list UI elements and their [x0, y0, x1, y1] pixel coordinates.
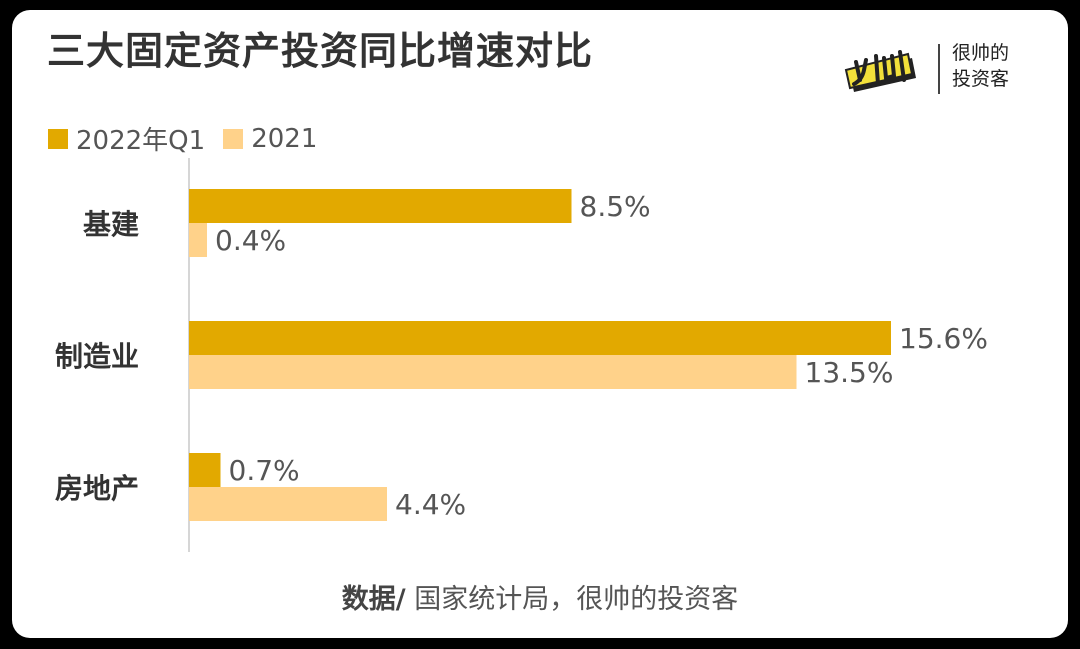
- bar-2021: [189, 223, 207, 257]
- bar-2021: [189, 355, 797, 389]
- category-label: 基建: [83, 208, 139, 241]
- brand-logo: 很帅的 投资客: [842, 40, 1042, 98]
- data-label: 0.7%: [229, 454, 300, 487]
- bar-2022q1: [189, 453, 221, 487]
- bar-chart: 基建 8.5% 0.4% 制造业 15.6%13.5% 房地产 0.7% 4.4%: [55, 158, 988, 552]
- shuai-logo-icon: [844, 50, 916, 92]
- logo-line1: 很帅的: [952, 42, 1010, 64]
- legend-item-2021: 2021: [223, 124, 317, 154]
- data-label: 0.4%: [215, 224, 286, 257]
- legend-swatch-2021: [223, 128, 244, 149]
- logo-text: 很帅的 投资客: [952, 40, 1009, 92]
- chart-card: 三大固定资产投资同比增速对比 很帅的 投资客 2022年Q1 2021 基建 8.…: [12, 10, 1068, 638]
- bar-2021: [189, 487, 387, 521]
- bar-2022q1: [189, 321, 891, 355]
- data-source: 数据/ 国家统计局，很帅的投资客: [12, 577, 1068, 616]
- logo-line2: 投资客: [952, 68, 1010, 90]
- legend-label-2021: 2021: [251, 123, 318, 154]
- category-label: 房地产: [55, 472, 139, 505]
- bar-2022q1: [189, 189, 572, 223]
- logo-divider: [938, 44, 940, 94]
- legend-label-2022q1: 2022年Q1: [76, 126, 206, 156]
- source-label: 数据/: [341, 584, 406, 615]
- data-label: 15.6%: [899, 322, 988, 355]
- data-label: 8.5%: [580, 190, 651, 223]
- chart-title: 三大固定资产投资同比增速对比: [47, 29, 594, 73]
- chart-legend: 2022年Q1 2021: [48, 120, 317, 157]
- data-label: 4.4%: [395, 488, 466, 521]
- data-label: 13.5%: [805, 356, 894, 389]
- legend-item-2022q1: 2022年Q1: [48, 120, 205, 157]
- category-label: 制造业: [55, 340, 139, 373]
- source-text: 国家统计局，很帅的投资客: [405, 584, 739, 615]
- legend-swatch-2022q1: [48, 128, 68, 149]
